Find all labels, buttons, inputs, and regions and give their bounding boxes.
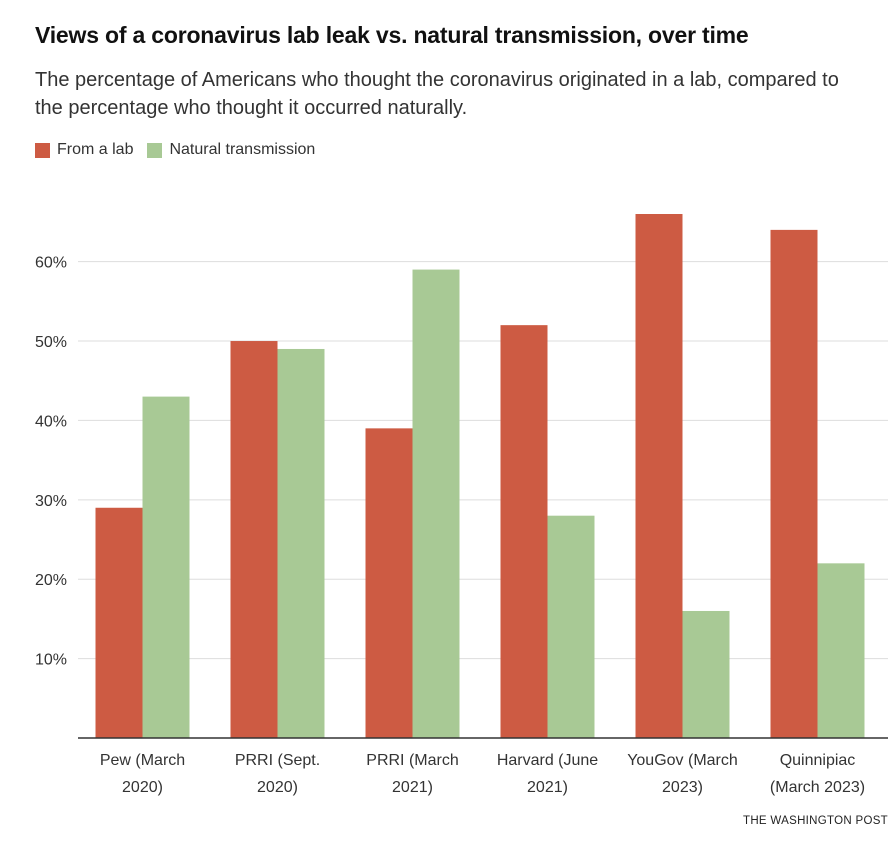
bar-lab <box>635 214 683 738</box>
y-tick-label: 30% <box>35 493 67 510</box>
x-tick-label: Pew (March <box>100 752 185 769</box>
x-tick-label: 2020) <box>122 779 163 796</box>
bar-natural <box>682 610 730 738</box>
legend-item-lab: From a lab <box>35 141 133 159</box>
chart-title: Views of a coronavirus lab leak vs. natu… <box>35 22 749 48</box>
legend-label-lab: From a lab <box>57 141 134 158</box>
y-tick-label: 40% <box>35 413 67 430</box>
legend-label-natural: Natural transmission <box>169 141 316 158</box>
bar-natural <box>277 348 325 738</box>
x-tick-label: PRRI (Sept. <box>235 752 320 769</box>
bar-natural <box>412 269 460 738</box>
bar-natural <box>547 515 595 738</box>
bar-lab <box>95 507 143 738</box>
bar-lab <box>230 341 278 738</box>
y-tick-label: 20% <box>35 572 67 589</box>
x-tick-label: 2021) <box>527 779 568 796</box>
x-tick-label: 2020) <box>257 779 298 796</box>
bar-natural <box>817 563 865 738</box>
x-tick-label: YouGov (March <box>627 752 738 769</box>
x-tick-label: PRRI (March <box>366 752 458 769</box>
legend-item-natural: Natural transmission <box>147 141 315 159</box>
y-tick-label: 50% <box>35 334 67 351</box>
credit-text: THE WASHINGTON POST <box>743 815 888 827</box>
bar-natural <box>142 396 190 738</box>
x-tick-label: Quinnipiac <box>780 752 856 769</box>
x-tick-label: (March 2023) <box>770 779 865 796</box>
x-tick-label: 2023) <box>662 779 703 796</box>
bar-lab <box>365 428 413 738</box>
legend: From a lab Natural transmission <box>35 141 329 159</box>
y-tick-label: 10% <box>35 652 67 669</box>
x-tick-label: 2021) <box>392 779 433 796</box>
bar-lab <box>500 325 548 738</box>
x-tick-label: Harvard (June <box>497 752 598 769</box>
y-tick-label: 60% <box>35 255 67 272</box>
legend-swatch-lab <box>35 142 50 158</box>
chart-subtitle: The percentage of Americans who thought … <box>35 69 839 119</box>
legend-swatch-natural <box>147 142 163 158</box>
bar-lab <box>770 229 818 738</box>
